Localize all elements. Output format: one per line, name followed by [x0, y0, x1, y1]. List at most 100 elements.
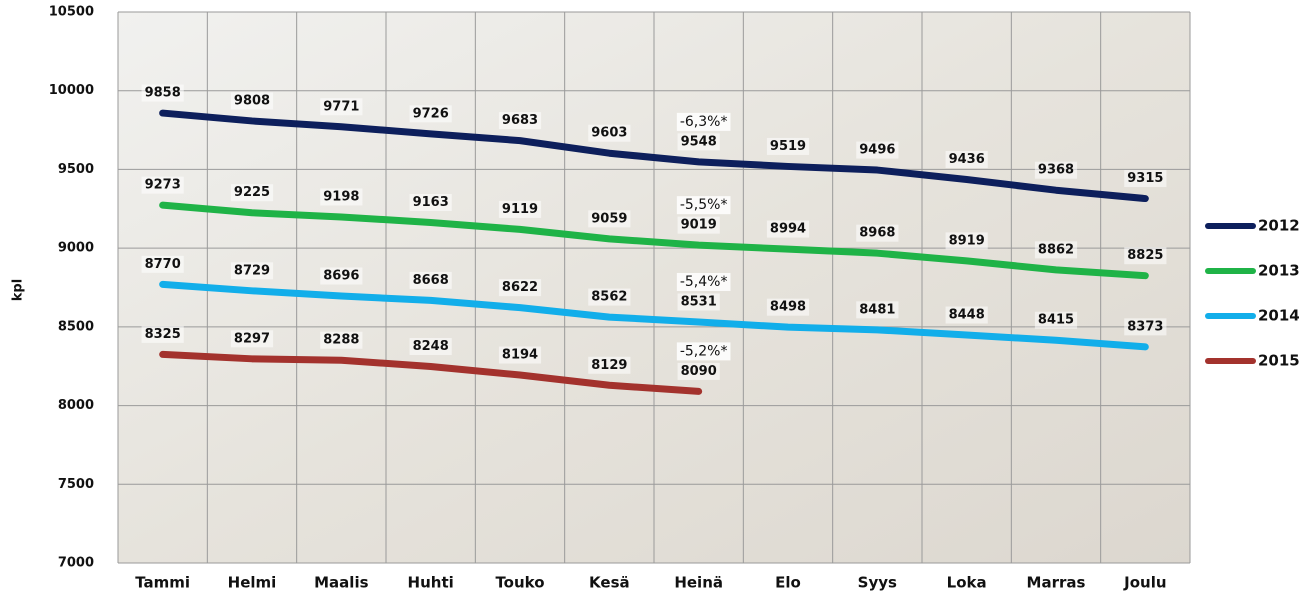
series-line	[159, 109, 1149, 203]
data-label: 8668	[413, 273, 449, 288]
data-label-background	[141, 176, 184, 194]
data-label: 8448	[949, 308, 985, 323]
data-label-background	[677, 362, 720, 380]
data-label: 9198	[323, 189, 359, 204]
data-label: 9315	[1127, 171, 1163, 186]
data-label-background	[588, 356, 631, 374]
data-label: 9368	[1038, 163, 1074, 178]
annotation-background	[676, 342, 731, 361]
data-label-background	[320, 98, 363, 116]
annotation: -6,3%*	[680, 114, 728, 130]
data-label: 8288	[323, 333, 359, 348]
data-label-background	[498, 279, 542, 297]
x-tick-label: Tammi	[135, 574, 190, 592]
data-label-background	[856, 141, 899, 159]
x-tick-label: Maalis	[314, 574, 368, 592]
data-label: 8297	[234, 331, 270, 346]
data-label: 9726	[413, 106, 449, 121]
y-tick-label: 10000	[49, 83, 94, 98]
y-tick-label: 9500	[58, 162, 94, 177]
legend-label: 2012	[1258, 217, 1300, 235]
legend-label: 2013	[1258, 262, 1300, 280]
data-label-background	[945, 232, 988, 250]
data-label: 9603	[591, 126, 627, 141]
data-label-background	[1034, 241, 1078, 259]
data-label-background	[409, 338, 452, 356]
data-label: 8994	[770, 222, 806, 237]
y-axis-label: kpl	[11, 279, 26, 301]
data-label: 8729	[234, 263, 270, 278]
annotation-background	[676, 196, 731, 215]
data-label: 9858	[145, 86, 181, 101]
data-label: 8531	[681, 294, 717, 309]
data-label: 9771	[323, 99, 359, 114]
data-label: 8862	[1038, 242, 1074, 257]
data-label: 8696	[323, 269, 359, 284]
data-label-background	[766, 220, 810, 238]
x-tick-label: Joulu	[1123, 574, 1166, 592]
y-tick-label: 10500	[49, 5, 94, 20]
data-label: 8562	[591, 290, 627, 305]
data-label: 8090	[681, 364, 717, 379]
data-label-background	[588, 210, 631, 228]
data-label: 8325	[145, 327, 181, 342]
data-label-background	[230, 92, 274, 110]
data-label-background	[320, 331, 363, 349]
data-label-background	[766, 137, 810, 155]
data-label: 8248	[413, 339, 449, 354]
data-label: 9519	[770, 139, 806, 154]
data-label: 8373	[1127, 319, 1163, 334]
data-label-background	[230, 330, 274, 348]
annotation-background	[676, 272, 731, 291]
data-label-background	[1124, 318, 1167, 336]
data-label-background	[409, 193, 452, 211]
legend-label: 2014	[1258, 307, 1300, 325]
annotation: -5,2%*	[680, 343, 728, 359]
data-label: 9436	[949, 152, 985, 167]
data-label-background	[141, 325, 184, 343]
data-label: 9496	[859, 143, 895, 158]
data-label: 8968	[859, 226, 895, 241]
data-label-background	[945, 151, 988, 169]
data-label: 9273	[145, 178, 181, 193]
legend-label: 2015	[1258, 352, 1300, 370]
data-label: 9808	[234, 93, 270, 108]
data-label-background	[856, 224, 899, 242]
data-label-background	[588, 288, 631, 306]
series-line	[159, 201, 1149, 280]
data-label: 8129	[591, 358, 627, 373]
data-label-background	[677, 293, 720, 311]
series-line	[159, 280, 1149, 351]
data-label: 8825	[1127, 248, 1163, 263]
data-label-background	[677, 133, 720, 151]
data-label-background	[766, 298, 810, 316]
x-tick-label: Helmi	[228, 574, 277, 592]
data-label: 9019	[681, 218, 717, 233]
data-label-background	[1034, 161, 1078, 179]
data-label-background	[856, 301, 899, 319]
x-tick-label: Elo	[775, 574, 801, 592]
data-label-background	[230, 184, 274, 202]
data-label: 9225	[234, 185, 270, 200]
data-label: 9059	[591, 211, 627, 226]
data-label-background	[230, 262, 274, 280]
x-tick-label: Syys	[858, 574, 897, 592]
annotation: -5,5%*	[680, 197, 728, 213]
data-label-background	[498, 346, 542, 364]
data-label-background	[1034, 311, 1078, 329]
series-line	[159, 350, 703, 395]
data-label-background	[409, 271, 452, 289]
y-tick-label: 7500	[58, 477, 94, 492]
data-label: 9683	[502, 113, 538, 128]
y-tick-label: 8000	[58, 398, 94, 413]
data-label-background	[320, 267, 363, 285]
annotation-background	[676, 112, 731, 131]
data-label-background	[498, 200, 542, 218]
data-label-background	[141, 84, 184, 102]
data-label: 8498	[770, 300, 806, 315]
data-label: 8415	[1038, 313, 1074, 328]
data-label-background	[320, 188, 363, 206]
x-tick-label: Touko	[495, 574, 544, 592]
data-label: 8770	[145, 257, 181, 272]
